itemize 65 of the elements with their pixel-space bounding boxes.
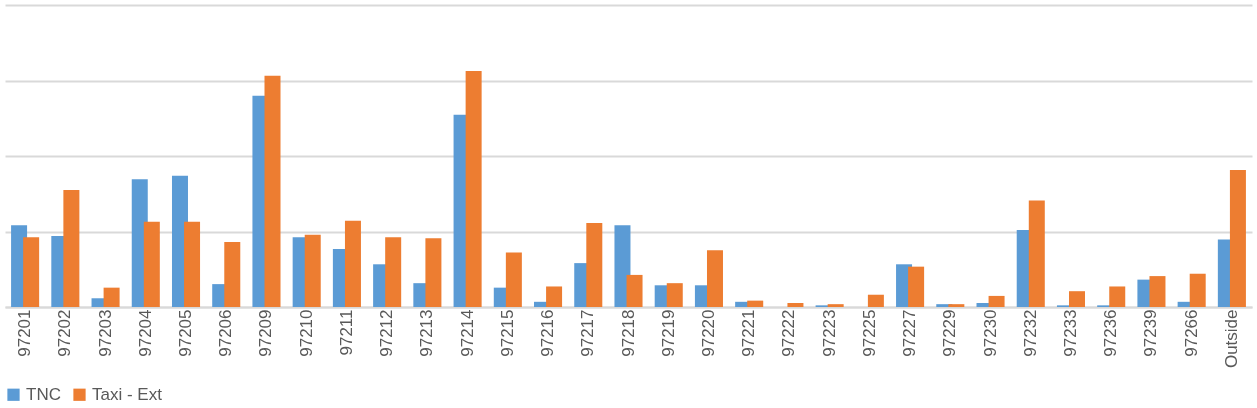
bar xyxy=(264,75,281,307)
bar xyxy=(706,250,723,307)
x-tick-label: 97232 xyxy=(1020,309,1040,357)
bar xyxy=(143,221,160,307)
bar xyxy=(666,283,683,307)
bar xyxy=(344,220,361,307)
x-tick-label: 97236 xyxy=(1101,309,1121,357)
bar xyxy=(1109,286,1126,307)
x-tick-label: 97212 xyxy=(377,309,397,357)
x-tick-label: 97229 xyxy=(940,309,960,357)
bar xyxy=(103,287,120,307)
x-tick-label: 97239 xyxy=(1141,309,1161,357)
bar xyxy=(1149,276,1166,307)
bar xyxy=(505,252,522,307)
bar xyxy=(626,274,643,307)
bar xyxy=(988,295,1005,307)
bar xyxy=(1028,200,1045,307)
bar xyxy=(63,189,80,307)
bar xyxy=(867,294,884,307)
x-tick-label: 97202 xyxy=(55,309,75,357)
bar xyxy=(224,241,241,307)
x-tick-label: 97213 xyxy=(417,309,437,357)
bar xyxy=(614,225,631,307)
bar xyxy=(1229,169,1246,307)
bar xyxy=(425,238,442,307)
bar xyxy=(827,304,844,307)
x-tick-label: 97222 xyxy=(779,309,799,357)
bar xyxy=(546,286,563,307)
x-tick-label: 97209 xyxy=(256,309,276,357)
x-tick-label: 97210 xyxy=(296,309,316,357)
x-tick-label: 97227 xyxy=(900,309,920,357)
x-tick-label: 97223 xyxy=(819,309,839,357)
x-tick-label: 97206 xyxy=(216,309,236,357)
x-tick-label: 97201 xyxy=(15,309,35,357)
x-tick-label: 97217 xyxy=(578,309,598,357)
bar xyxy=(908,266,925,307)
x-tick-label: 97219 xyxy=(658,309,678,357)
x-tick-label: 97220 xyxy=(698,309,718,357)
bar xyxy=(1189,273,1206,307)
bar xyxy=(1069,291,1086,307)
legend-label: TNC xyxy=(26,384,61,404)
x-tick-label: 97203 xyxy=(95,309,115,357)
x-tick-label: 97221 xyxy=(739,309,759,357)
bar xyxy=(465,71,482,307)
bar xyxy=(747,300,764,307)
x-tick-label: 97215 xyxy=(497,309,517,357)
bar xyxy=(385,237,402,307)
x-tick-label: 97230 xyxy=(980,309,1000,357)
legend-label: Taxi - Ext xyxy=(92,384,163,404)
bar xyxy=(787,302,804,307)
x-tick-label: 97233 xyxy=(1060,309,1080,357)
x-tick-label: 97204 xyxy=(135,309,155,357)
x-tick-label: 97216 xyxy=(538,309,558,357)
bar xyxy=(304,234,321,307)
x-tick-label: Outside xyxy=(1221,309,1241,369)
x-tick-label: 97225 xyxy=(859,309,879,357)
bar xyxy=(23,237,40,307)
x-tick-label: 97211 xyxy=(336,309,356,356)
bar xyxy=(948,304,965,307)
bar xyxy=(184,221,201,307)
x-tick-label: 97214 xyxy=(457,309,477,357)
bar xyxy=(586,223,603,307)
x-tick-label: 97218 xyxy=(618,309,638,357)
x-tick-label: 97205 xyxy=(176,309,196,357)
x-tick-label: 97266 xyxy=(1181,309,1201,357)
